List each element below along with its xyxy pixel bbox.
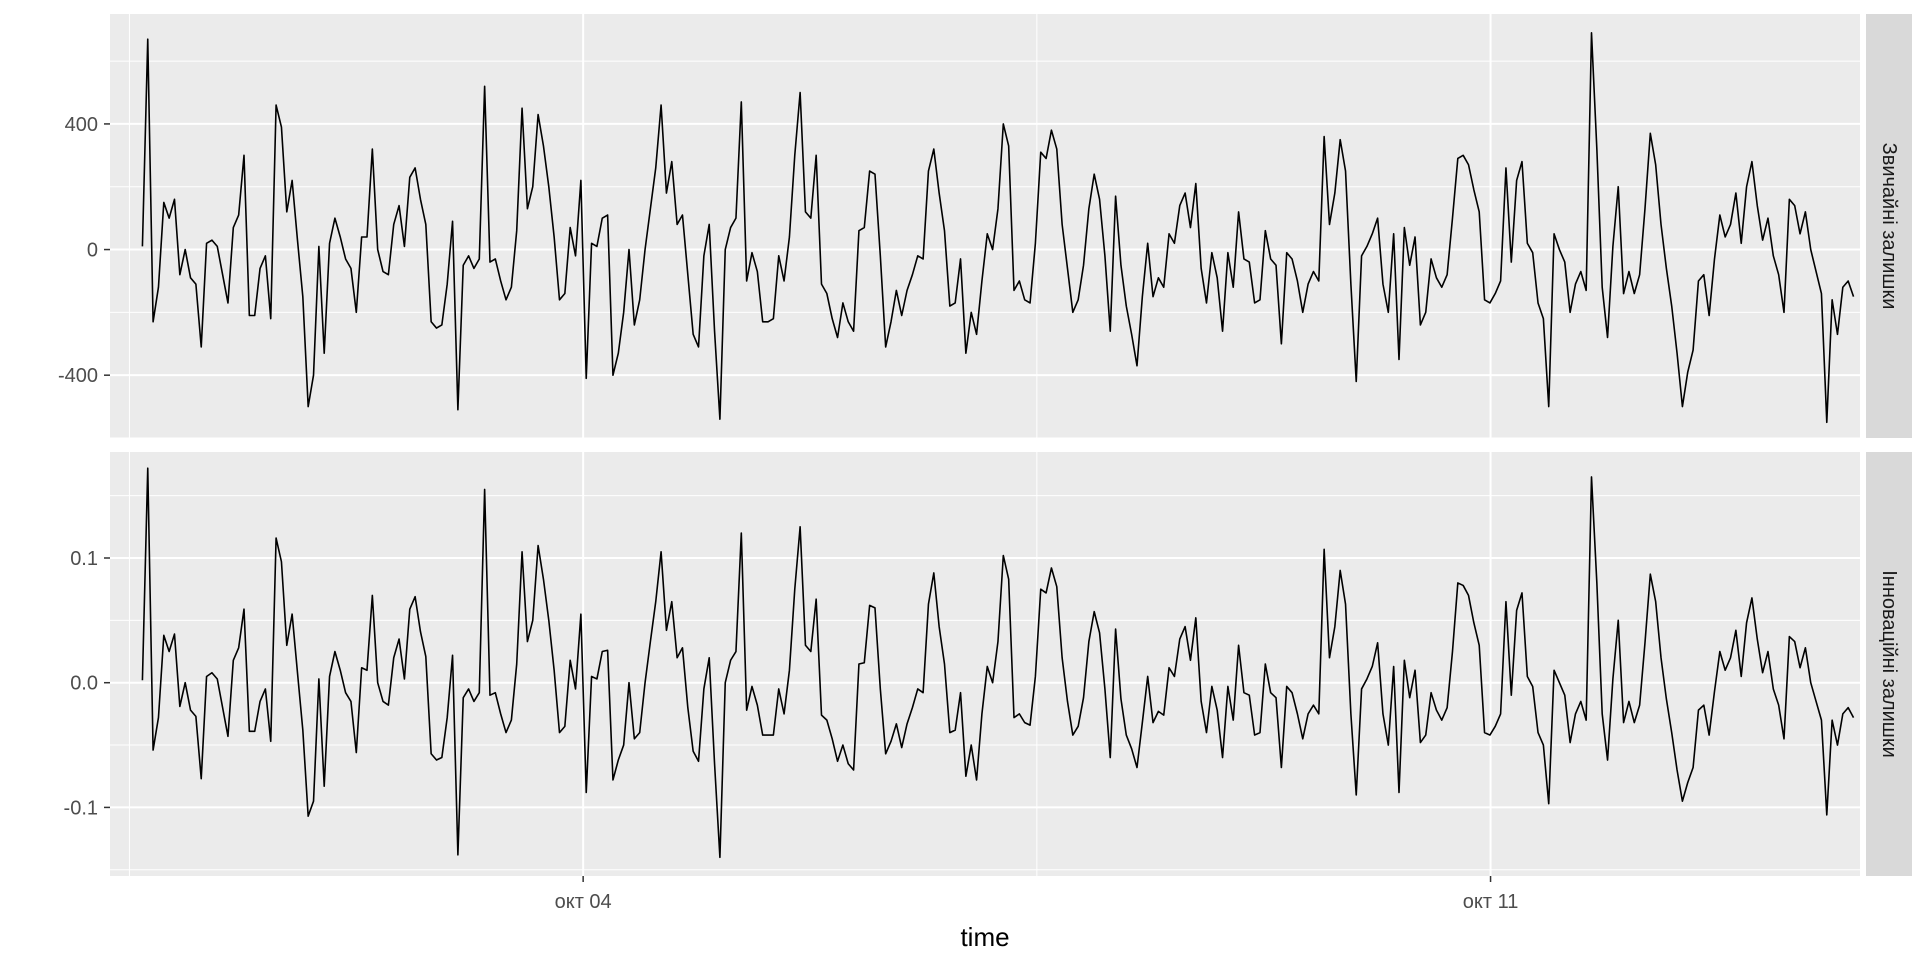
facet-strip-label: Звичайні залишки <box>1878 143 1900 310</box>
x-tick-label: окт 04 <box>555 891 612 913</box>
x-axis-title: time <box>960 922 1009 952</box>
y-tick-label: -0.1 <box>64 797 98 819</box>
y-tick-label: -400 <box>58 365 98 387</box>
panel-background <box>110 452 1860 876</box>
y-tick-label: 0.0 <box>70 673 98 695</box>
facet-strip <box>1866 452 1912 876</box>
x-axis: окт 04 окт 11 <box>555 876 1519 913</box>
y-tick-label: 400 <box>65 114 98 136</box>
series-line <box>141 467 1855 859</box>
facet-strip <box>1866 14 1912 438</box>
y-tick-label: 0.1 <box>70 548 98 570</box>
panel-1: 400 0 -400 Звичайні залишки <box>58 14 1912 439</box>
series-line <box>141 32 1855 424</box>
panel-2: 0.1 0.0 -0.1 Інноваційні залишки <box>64 452 1912 876</box>
facet-strip-label: Інноваційні залишки <box>1878 570 1900 758</box>
panels: 400 0 -400 Звичайні залишки 0.1 0.0 -0.1 Іннова… <box>58 14 1912 876</box>
x-tick-label: окт 11 <box>1463 891 1519 913</box>
y-tick-label: 0 <box>87 240 98 262</box>
